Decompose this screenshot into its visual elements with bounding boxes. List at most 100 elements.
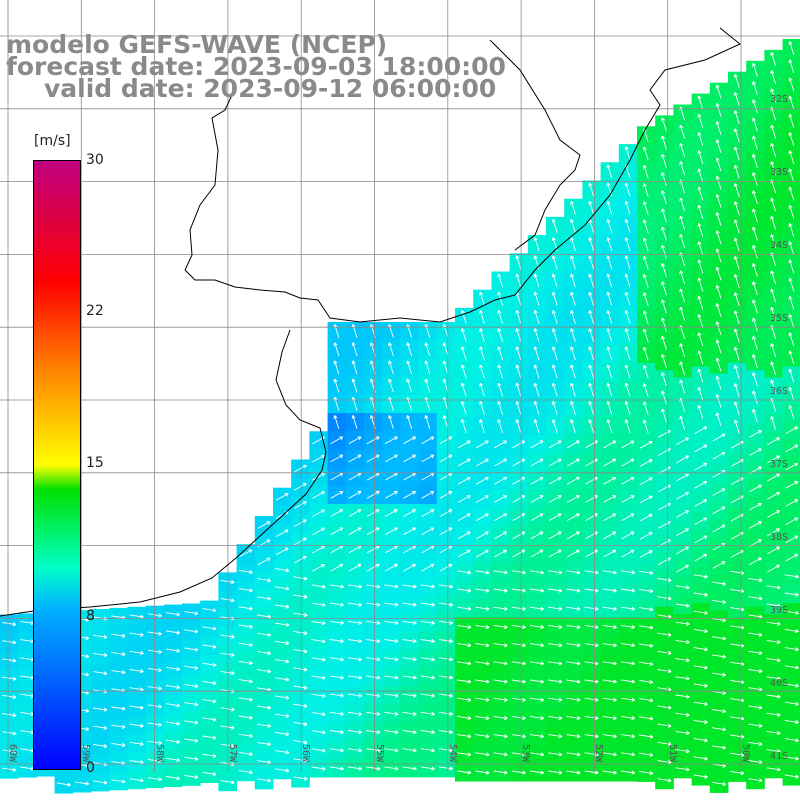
wind-arrow [711,781,727,787]
lat-lon-grid [0,0,800,772]
wind-arrow [693,610,708,615]
wind-arrow [733,292,740,307]
wind-arrow [621,513,635,521]
wind-arrow [366,602,381,607]
wind-arrow [384,472,398,481]
wind-arrow [606,328,613,343]
wind-arrow [402,748,417,753]
wind-arrow [661,281,667,296]
wind-arrow [621,458,635,467]
wind-arrow [329,711,344,716]
wind-arrow [165,739,181,744]
wind-arrow [784,628,799,634]
wind-arrow [457,531,471,540]
wind-arrow [566,440,580,449]
wind-arrow [439,509,453,517]
wind-arrow [642,274,649,288]
wind-arrow [766,694,781,699]
wind-arrow [402,693,417,698]
wind-arrow [785,517,799,525]
wind-arrow [566,513,580,521]
wind-arrow [165,648,181,653]
wind-arrow [676,528,689,536]
wind-arrow [675,749,690,754]
wind-arrow [384,730,399,735]
forecast-date: forecast date: 2023-09-03 18:00:00 [6,52,506,81]
wind-arrow [424,378,431,393]
wind-arrow [624,182,631,197]
wind-arrow [165,612,181,617]
wind-arrow [693,592,708,597]
wind-arrow [2,676,17,681]
wind-arrow [497,382,504,397]
wind-arrow [767,528,780,536]
wind-arrow [420,766,435,771]
valid-date: valid date: 2023-09-12 06:00:00 [44,74,497,103]
wind-arrow [165,721,181,726]
wind-arrow [402,639,417,644]
wind-arrow [529,643,545,648]
wind-arrow [479,382,485,397]
wind-arrow [421,454,435,463]
wind-arrow [693,738,708,743]
wind-arrow [533,291,540,306]
wind-arrow [421,472,435,481]
wind-arrow [457,643,472,648]
wind-arrow [515,309,522,324]
wind-arrow [606,273,613,288]
wind-arrow [733,73,740,88]
wind-arrow [333,342,340,357]
wind-arrow [620,570,636,575]
wind-arrow [548,734,563,739]
wind-arrow [475,440,489,449]
wind-arrow [475,513,489,521]
wind-arrow [770,361,777,376]
wind-arrow [788,241,795,256]
wind-arrow [657,596,672,601]
wind-arrow [184,756,199,761]
wind-arrow [657,669,672,674]
wind-arrow [333,415,340,429]
wind-arrow [275,586,290,591]
wind-arrow [693,719,708,725]
wind-arrow [512,440,526,449]
wind-arrow [330,527,344,536]
wind-arrow [530,440,544,449]
wind-arrow [766,621,781,626]
wind-arrow [438,584,454,589]
wind-arrow [420,748,435,753]
wind-arrow [606,309,613,324]
wind-arrow [311,693,326,698]
wind-arrow [457,661,472,666]
wind-arrow [712,451,726,460]
wind-arrow [766,585,781,590]
wind-arrow [421,491,435,499]
wind-arrow [676,491,689,500]
wind-arrow [165,776,181,781]
wind-arrow [784,574,799,579]
wind-arrow [770,415,777,430]
wind-arrow [293,740,308,745]
wind-arrow [493,752,508,757]
wind-arrow [570,382,576,397]
wind-arrow [402,657,417,662]
wind-arrow [494,531,507,540]
wind-arrow [548,770,563,775]
wind-arrow [784,665,799,670]
wind-arrow [351,378,358,393]
wind-arrow [785,553,799,562]
wind-arrow [312,545,325,554]
wind-arrow [311,766,326,771]
wind-arrow [588,200,595,215]
wind-arrow [238,642,253,647]
wind-arrow [457,606,472,611]
wind-arrow [770,270,777,285]
wind-arrow [475,697,490,702]
wind-arrow [497,309,504,324]
wind-arrow [548,458,562,467]
wind-arrow [551,309,558,324]
wind-arrow [511,679,526,684]
wind-arrow [457,440,471,449]
wind-arrow [661,135,667,150]
wind-arrow [330,545,344,554]
